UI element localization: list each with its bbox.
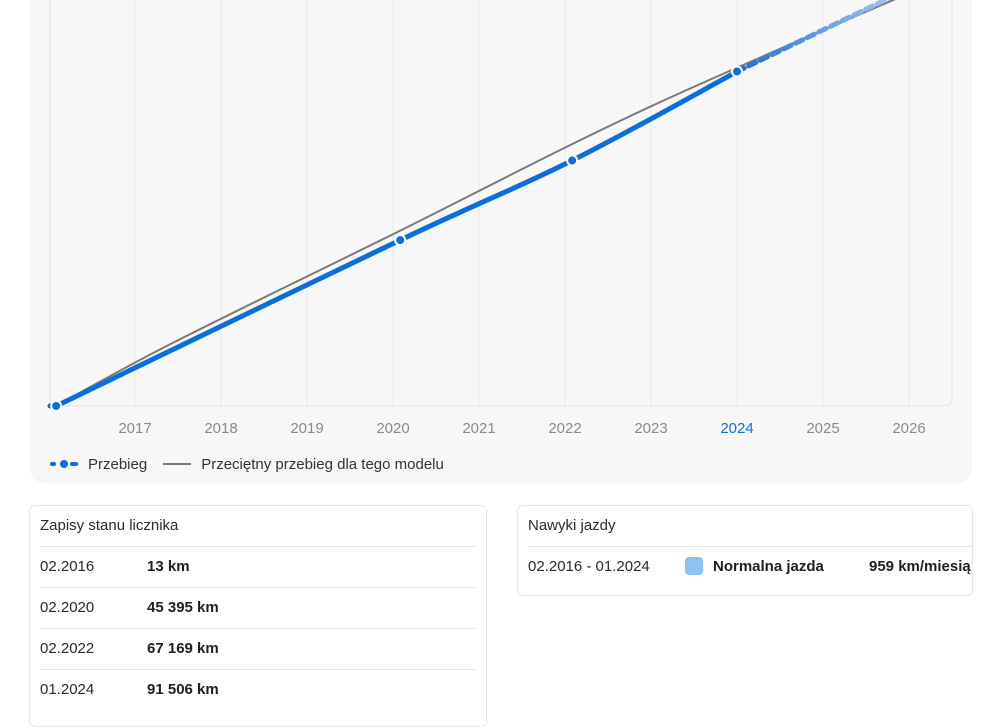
mileage-data-point [566, 154, 579, 167]
odometer-km: 91 506 km [147, 681, 219, 698]
odometer-date: 01.2024 [40, 681, 95, 698]
odometer-km: 67 169 km [147, 640, 219, 657]
x-tick-label: 2023 [634, 420, 667, 437]
legend-item-mileage: Przebieg [50, 456, 147, 473]
mileage-line [53, 69, 740, 409]
plot-frame [50, 0, 953, 407]
odometer-title: Zapisy stanu licznika [40, 517, 179, 534]
odometer-row: 01.2024 91 506 km [40, 669, 476, 710]
x-tick-label: 2017 [118, 420, 151, 437]
x-tick-label: 2025 [806, 420, 839, 437]
habit-label: Normalna jazda [713, 558, 824, 575]
odometer-km: 45 395 km [147, 599, 219, 616]
mileage-data-point [50, 399, 63, 412]
driving-habits-card: Nawyki jazdy 02.2016 - 01.2024 Normalna … [517, 505, 973, 596]
x-tick-label: 2022 [548, 420, 581, 437]
legend-swatch-average [163, 463, 192, 465]
x-tick-label: 2021 [462, 420, 495, 437]
x-tick-label: 2026 [892, 420, 925, 437]
x-tick-label: 2019 [290, 420, 323, 437]
habit-monthly-rate: 959 km/miesią [869, 558, 971, 575]
mileage-projection [734, 0, 891, 75]
legend-swatch-mileage [50, 460, 78, 468]
odometer-date: 02.2020 [40, 599, 95, 616]
legend-label-average: Przeciętny przebieg dla tego modelu [201, 455, 444, 473]
mileage-chart: 2017 2018 2019 2020 2021 2022 2023 2024 2025 2026 [47, 0, 953, 437]
habit-date-range: 02.2016 - 01.2024 [528, 558, 650, 575]
odometer-rows: 02.2016 13 km 02.2020 45 395 km 02.2022 … [40, 546, 476, 710]
mileage-data-point [731, 65, 743, 78]
odometer-date: 02.2016 [40, 558, 95, 575]
x-tick-label: 2020 [376, 420, 409, 437]
odometer-row: 02.2016 13 km [40, 546, 476, 587]
chart-legend: Przebieg Przeciętny przebieg dla tego mo… [50, 454, 460, 474]
legend-item-average: Przeciętny przebieg dla tego modelu [163, 456, 444, 473]
odometer-date: 02.2022 [40, 640, 95, 657]
mileage-data-point [394, 234, 407, 247]
odometer-row: 02.2022 67 169 km [40, 628, 476, 669]
average-mileage-line [55, 0, 896, 407]
legend-label-mileage: Przebieg [88, 455, 148, 473]
habit-row: 02.2016 - 01.2024 Normalna jazda 959 km/… [528, 546, 972, 587]
habit-color-swatch [685, 557, 703, 575]
habits-title: Nawyki jazdy [528, 517, 616, 534]
mileage-chart-card [30, 0, 972, 483]
odometer-records-card: Zapisy stanu licznika 02.2016 13 km 02.2… [29, 505, 487, 727]
odometer-km: 13 km [147, 558, 190, 575]
x-tick-label: 2024 [720, 420, 753, 437]
x-tick-label: 2018 [204, 420, 237, 437]
odometer-row: 02.2020 45 395 km [40, 587, 476, 628]
